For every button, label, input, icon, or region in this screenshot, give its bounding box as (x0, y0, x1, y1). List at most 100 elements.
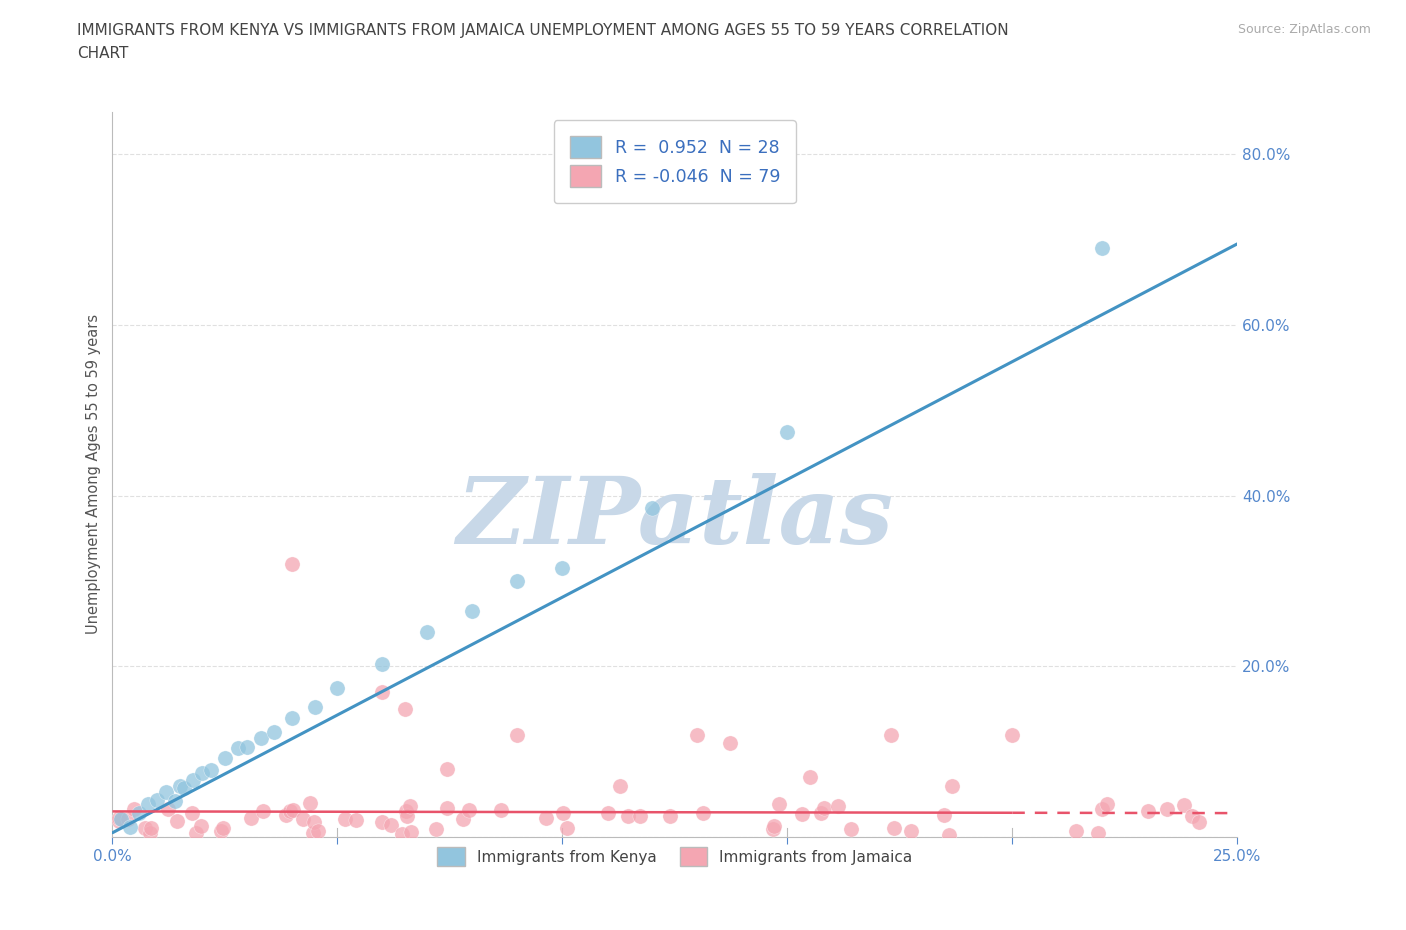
Point (281, 556, 304, 571)
Point (395, 804, 418, 818)
Point (128, 805, 150, 820)
Point (281, 711, 304, 725)
Point (117, 812, 139, 827)
Point (380, 817, 402, 832)
Point (762, 818, 785, 833)
Point (371, 815, 394, 830)
Point (810, 806, 832, 821)
Point (436, 801, 458, 816)
Point (883, 821, 905, 836)
Point (416, 625, 439, 640)
Point (659, 808, 682, 823)
Point (900, 824, 922, 839)
Point (263, 724, 285, 739)
Point (191, 765, 214, 780)
Point (813, 801, 835, 816)
Point (157, 801, 180, 816)
Point (1173, 798, 1195, 813)
Point (401, 824, 423, 839)
Point (880, 727, 903, 742)
Point (280, 804, 302, 818)
Point (252, 804, 274, 818)
Point (181, 805, 204, 820)
Point (686, 727, 709, 742)
Point (371, 684, 394, 699)
Point (200, 763, 222, 777)
Point (211, 821, 233, 836)
Point (394, 701, 416, 716)
Point (371, 657, 394, 671)
Point (344, 813, 367, 828)
Point (304, 700, 326, 715)
Point (134, 821, 156, 836)
Point (489, 803, 512, 817)
Point (184, 825, 207, 840)
Point (553, 805, 575, 820)
Point (108, 811, 131, 826)
Point (839, 822, 862, 837)
Point (173, 780, 195, 795)
Legend: Immigrants from Kenya, Immigrants from Jamaica: Immigrants from Kenya, Immigrants from J… (423, 833, 927, 880)
Point (557, 820, 579, 835)
Point (692, 805, 714, 820)
Point (214, 751, 236, 766)
Point (609, 778, 631, 793)
Point (1064, 824, 1087, 839)
Point (333, 812, 356, 827)
Point (506, 574, 529, 589)
Point (1095, 797, 1118, 812)
Point (617, 808, 640, 823)
Point (183, 773, 205, 788)
Text: IMMIGRANTS FROM KENYA VS IMMIGRANTS FROM JAMAICA UNEMPLOYMENT AMONG AGES 55 TO 5: IMMIGRANTS FROM KENYA VS IMMIGRANTS FROM… (77, 23, 1010, 38)
Point (141, 820, 163, 835)
Point (425, 822, 447, 837)
Point (1137, 804, 1160, 818)
Point (122, 802, 145, 817)
Point (776, 424, 799, 439)
Point (762, 822, 785, 837)
Point (598, 805, 620, 820)
Point (209, 823, 232, 838)
Point (799, 770, 821, 785)
Text: CHART: CHART (77, 46, 129, 61)
Point (292, 811, 315, 826)
Point (326, 680, 349, 695)
Point (399, 799, 422, 814)
Point (240, 811, 263, 826)
Point (228, 741, 250, 756)
Point (120, 819, 142, 834)
Point (506, 727, 529, 742)
Point (169, 778, 191, 793)
Point (641, 501, 664, 516)
Point (436, 762, 458, 777)
Point (451, 812, 474, 827)
Point (302, 815, 325, 830)
Point (139, 825, 162, 840)
Point (190, 818, 212, 833)
Point (934, 808, 956, 823)
Point (1091, 241, 1114, 256)
Point (551, 561, 574, 576)
Point (938, 828, 960, 843)
Point (165, 793, 187, 808)
Point (768, 797, 790, 812)
Point (1087, 826, 1109, 841)
Point (1188, 815, 1211, 830)
Point (281, 803, 304, 817)
Point (718, 736, 741, 751)
Text: Source: ZipAtlas.com: Source: ZipAtlas.com (1237, 23, 1371, 36)
Point (827, 799, 849, 814)
Point (138, 796, 160, 811)
Point (534, 810, 557, 825)
Point (1091, 802, 1114, 817)
Point (146, 793, 169, 808)
Point (628, 809, 651, 824)
Point (276, 807, 298, 822)
Point (458, 803, 481, 817)
Point (1156, 802, 1178, 817)
Point (298, 795, 321, 810)
Point (790, 807, 813, 822)
Point (236, 740, 259, 755)
Y-axis label: Unemployment Among Ages 55 to 59 years: Unemployment Among Ages 55 to 59 years (86, 314, 101, 634)
Point (1001, 727, 1024, 742)
